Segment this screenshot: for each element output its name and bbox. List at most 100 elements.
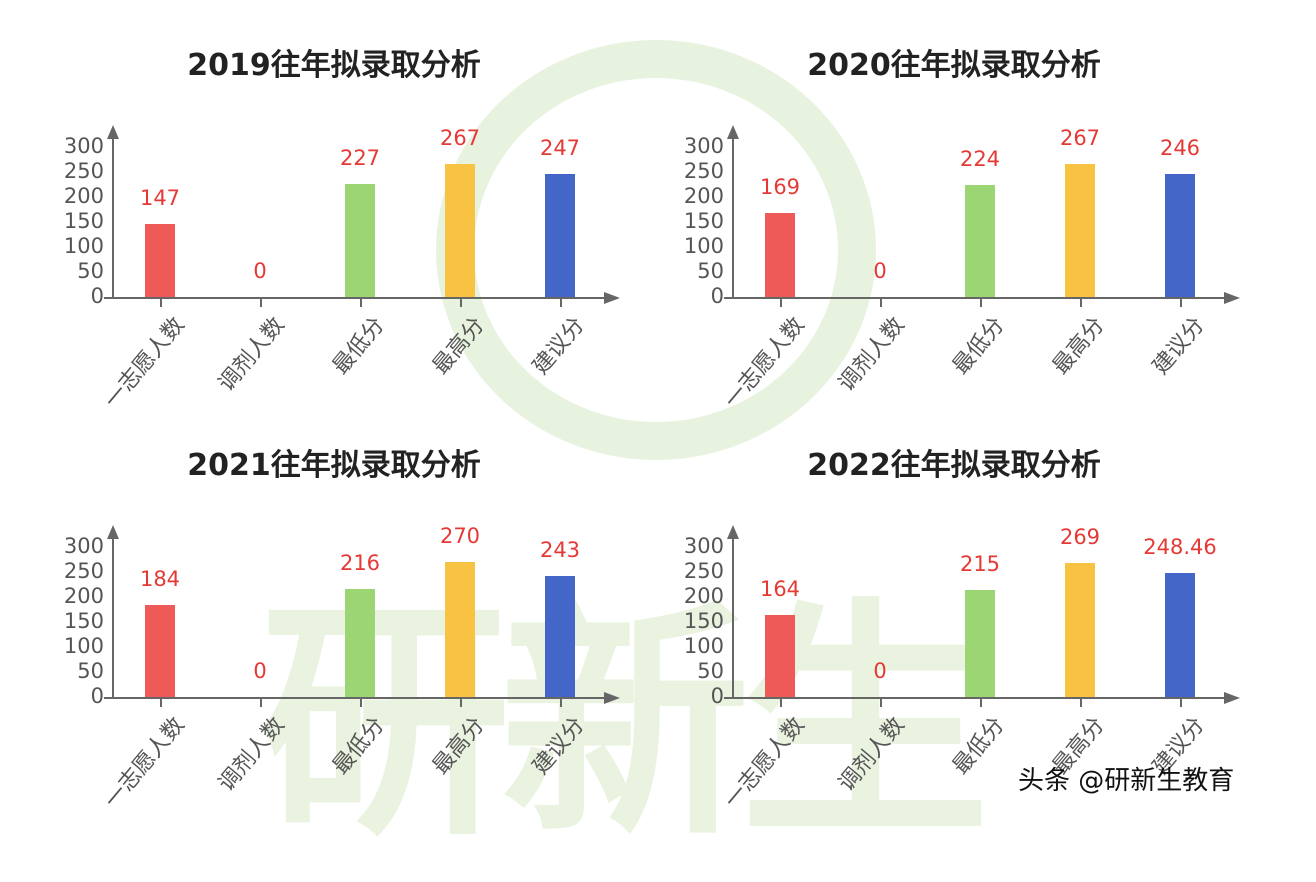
bar xyxy=(345,183,375,297)
value-label: 246 xyxy=(1159,136,1201,160)
value-label: 184 xyxy=(139,567,181,591)
y-tick-label: 0 xyxy=(90,684,104,708)
bar xyxy=(965,589,995,697)
y-axis xyxy=(112,135,114,298)
y-tick-label: 50 xyxy=(77,259,104,283)
y-axis xyxy=(112,535,114,698)
chart-title: 2019往年拟录取分析 xyxy=(187,48,481,83)
value-label: 216 xyxy=(339,551,381,575)
x-category-label: 最低分 xyxy=(948,312,1010,380)
value-label: 267 xyxy=(439,125,481,150)
value-label: 224 xyxy=(959,147,1001,171)
x-axis xyxy=(104,297,604,299)
x-axis-arrow-icon xyxy=(604,692,620,704)
x-axis xyxy=(724,697,1224,699)
x-category-label: 最高分 xyxy=(428,312,490,380)
x-category-label: 调剂人数 xyxy=(834,712,910,797)
bar xyxy=(345,589,375,697)
y-tick-label: 300 xyxy=(63,534,104,558)
value-label: 215 xyxy=(959,551,1001,576)
value-label: 0 xyxy=(253,259,267,283)
value-label: 0 xyxy=(873,259,887,283)
value-label: 247 xyxy=(539,135,581,160)
x-tick xyxy=(360,299,362,307)
x-category-label: 一志愿人数 xyxy=(719,712,810,814)
value-label: 147 xyxy=(139,185,181,210)
value-label: 0 xyxy=(253,659,267,683)
y-tick-label: 300 xyxy=(683,534,724,558)
x-category-label: 一志愿人数 xyxy=(99,712,190,814)
y-tick-label: 100 xyxy=(63,634,104,658)
y-tick-label: 250 xyxy=(63,159,104,183)
y-tick-label: 0 xyxy=(710,284,724,308)
x-tick xyxy=(1180,299,1182,307)
x-axis-arrow-icon xyxy=(1224,292,1240,304)
value-label: 269 xyxy=(1059,524,1101,549)
bar-chart-2: 2021往年拟录取分析 0 50 100 150 200 250 300 184 一志愿人数 0 调剂… xyxy=(34,414,654,814)
x-tick xyxy=(880,299,882,307)
y-tick-label: 300 xyxy=(63,134,104,158)
x-tick xyxy=(980,699,982,707)
y-tick-label: 0 xyxy=(90,284,104,308)
y-tick-label: 100 xyxy=(63,234,104,258)
x-category-label: 调剂人数 xyxy=(214,312,290,397)
x-tick xyxy=(980,299,982,307)
y-tick-label: 100 xyxy=(683,634,724,658)
x-tick xyxy=(260,299,262,307)
value-label: 243 xyxy=(539,537,581,562)
bar xyxy=(1065,163,1095,297)
y-tick-label: 200 xyxy=(63,584,104,608)
x-category-label: 最高分 xyxy=(428,712,490,780)
bar xyxy=(545,575,575,697)
x-axis-arrow-icon xyxy=(1224,692,1240,704)
y-tick-label: 100 xyxy=(683,234,724,258)
x-tick xyxy=(1080,699,1082,707)
x-category-label: 建议分 xyxy=(528,712,590,780)
x-category-label: 最低分 xyxy=(948,712,1010,780)
x-tick xyxy=(1180,699,1182,707)
x-axis xyxy=(104,697,604,699)
y-tick-label: 300 xyxy=(683,134,724,158)
value-label: 169 xyxy=(759,174,801,199)
bar xyxy=(1165,572,1195,697)
x-tick xyxy=(460,699,462,707)
y-tick-label: 150 xyxy=(63,209,104,233)
chart-title: 2020往年拟录取分析 xyxy=(807,48,1101,83)
chart-title: 2022往年拟录取分析 xyxy=(807,448,1101,483)
bar-chart-0: 2019往年拟录取分析 0 50 100 150 200 250 300 147 一志愿人数 0 调剂… xyxy=(34,14,654,414)
x-tick xyxy=(160,299,162,307)
x-category-label: 调剂人数 xyxy=(214,712,290,797)
x-tick xyxy=(1080,299,1082,307)
value-label: 248.46 xyxy=(1143,534,1217,559)
bar xyxy=(145,605,175,697)
bar-chart-1: 2020往年拟录取分析 0 50 100 150 200 250 300 169 一志愿人数 0 调剂… xyxy=(654,14,1274,414)
x-tick xyxy=(780,299,782,307)
x-category-label: 最低分 xyxy=(328,712,390,780)
y-axis xyxy=(732,135,734,298)
y-tick-label: 50 xyxy=(697,659,724,683)
x-category-label: 一志愿人数 xyxy=(99,312,190,414)
y-axis-arrow-icon xyxy=(727,125,739,139)
value-label: 270 xyxy=(439,524,481,548)
y-tick-label: 250 xyxy=(683,159,724,183)
y-tick-label: 250 xyxy=(683,559,724,583)
y-axis-arrow-icon xyxy=(107,525,119,539)
y-tick-label: 150 xyxy=(683,209,724,233)
bar xyxy=(765,615,795,697)
value-label: 0 xyxy=(873,659,887,683)
x-tick xyxy=(780,699,782,707)
x-tick xyxy=(360,699,362,707)
y-tick-label: 50 xyxy=(697,259,724,283)
value-label: 227 xyxy=(339,145,381,170)
bar xyxy=(445,562,475,697)
bar xyxy=(765,212,795,297)
x-tick xyxy=(460,299,462,307)
x-axis-arrow-icon xyxy=(604,292,620,304)
x-tick xyxy=(260,699,262,707)
bar xyxy=(1065,562,1095,697)
y-axis-arrow-icon xyxy=(107,125,119,139)
x-category-label: 调剂人数 xyxy=(834,312,910,397)
bar xyxy=(1165,174,1195,297)
y-tick-label: 150 xyxy=(683,609,724,633)
bar-chart-3: 2022往年拟录取分析 0 50 100 150 200 250 300 164 一志愿人数 0 调剂… xyxy=(654,414,1274,814)
